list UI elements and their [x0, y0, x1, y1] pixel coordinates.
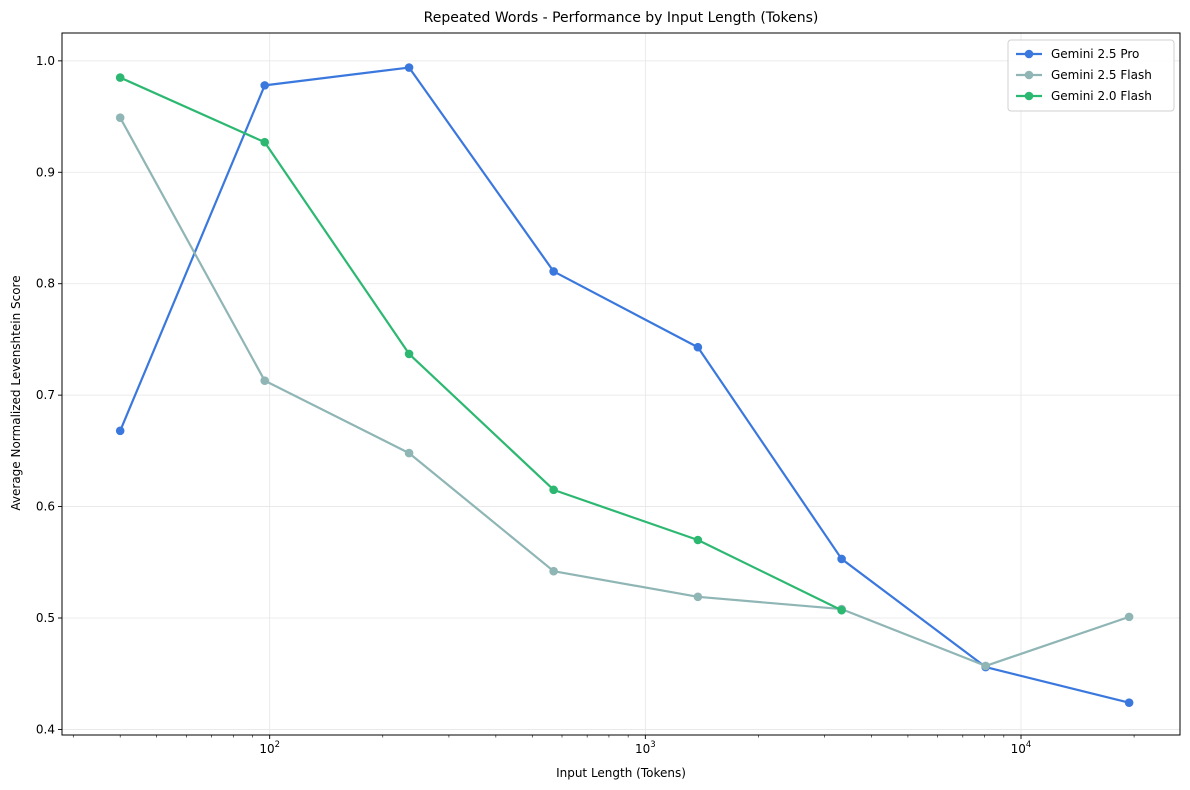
y-tick-label: 0.4 — [36, 722, 55, 736]
data-point — [549, 267, 558, 276]
data-point — [1124, 698, 1134, 707]
chart-title: Repeated Words - Performance by Input Le… — [424, 10, 819, 26]
data-point — [260, 137, 270, 147]
data-point — [115, 73, 125, 82]
series-lines — [115, 63, 1134, 707]
y-tick-label: 0.5 — [36, 611, 55, 625]
x-axis-label: Input Length (Tokens) — [556, 766, 686, 780]
data-point — [115, 113, 125, 122]
legend-entry: Gemini 2.5 Flash — [1016, 68, 1152, 82]
legend-box — [1007, 39, 1175, 112]
y-tick-label: 0.8 — [36, 277, 55, 291]
data-point — [260, 81, 270, 90]
legend-label: Gemini 2.0 Flash — [1051, 89, 1152, 103]
data-point — [693, 535, 703, 545]
series-line — [119, 76, 843, 612]
series-line — [119, 66, 1131, 704]
data-point — [549, 566, 558, 576]
legend: Gemini 2.5 Pro Gemini 2.5 Flash Gemini 2.0… — [1007, 39, 1175, 112]
x-tick-exponent: 2 — [275, 740, 280, 750]
series-3 — [115, 73, 846, 615]
series-line — [119, 116, 1131, 668]
data-point — [549, 485, 558, 495]
legend-label: Gemini 2.5 Flash — [1051, 68, 1152, 82]
y-axis-label: Average Normalized Levenshtein Score — [9, 275, 23, 510]
grid-lines — [62, 33, 1180, 735]
data-point — [837, 554, 846, 564]
y-tick-label: 0.9 — [36, 165, 55, 179]
legend-label: Gemini 2.5 Pro — [1051, 47, 1139, 61]
x-tick-exponent: 3 — [650, 740, 655, 750]
legend-entry: Gemini 2.5 Pro — [1016, 47, 1139, 61]
data-point — [1124, 612, 1134, 622]
data-point — [404, 349, 414, 359]
data-point — [693, 342, 703, 352]
legend-entry: Gemini 2.0 Flash — [1016, 89, 1152, 103]
data-point — [981, 661, 990, 671]
legend-marker — [1024, 70, 1034, 80]
data-point — [837, 605, 846, 615]
plot-frame — [61, 32, 1181, 736]
data-point — [260, 376, 270, 385]
data-point — [404, 448, 414, 458]
data-point — [115, 426, 125, 436]
data-point — [693, 592, 703, 602]
y-tick-label: 0.7 — [36, 388, 55, 402]
legend-marker — [1024, 49, 1034, 59]
y-tick-label: 1.0 — [36, 54, 55, 68]
legend-marker — [1024, 91, 1034, 101]
data-point — [404, 63, 414, 72]
x-tick-exponent: 4 — [1026, 740, 1031, 750]
y-tick-label: 0.6 — [36, 500, 55, 514]
